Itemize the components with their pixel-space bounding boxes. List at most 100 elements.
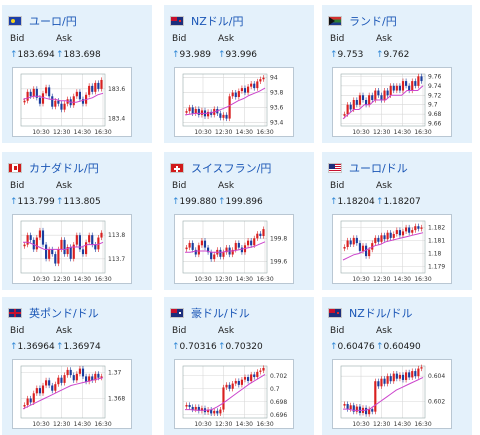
candle [213, 254, 216, 260]
mini-chart[interactable]: 10:30 12:30 14:30 16:30 0.702 0.7 0.698 0.696 [174, 359, 294, 429]
x-tick-label: 14:30 [394, 276, 411, 283]
candle [81, 368, 85, 377]
moving-average-line [185, 373, 266, 411]
card-header[interactable]: NZドル/円 [170, 14, 243, 28]
bid-label: Bid [10, 326, 25, 336]
bid-value: ↑183.694 [10, 50, 55, 60]
card-header[interactable]: 豪ドル/ドル [170, 306, 250, 320]
candle [377, 90, 380, 96]
moving-average-line [184, 87, 266, 116]
candle [380, 378, 383, 387]
rate-card[interactable]: カナダドル/円 Bid Ask ↑113.799 ↑113.805 10:30 12:30 1… [2, 152, 152, 290]
candle [250, 374, 253, 381]
candle [207, 111, 210, 117]
candle [194, 108, 197, 114]
card-header[interactable]: 英ポンド/ドル [8, 306, 99, 320]
card-header[interactable]: ランド/円 [328, 14, 397, 28]
card-header[interactable]: ユーロ/円 [8, 14, 77, 28]
pair-name[interactable]: 豪ドル/ドル [191, 307, 250, 320]
candle [63, 103, 66, 110]
card-header[interactable]: NZドル/ドル [328, 306, 412, 320]
rate-card[interactable]: 豪ドル/ドル Bid Ask ↑0.70316 ↑0.70320 10:30 12:30 14… [164, 297, 314, 435]
rate-card[interactable]: ランド/円 Bid Ask ↑9.753 ↑9.762 10:30 12:30 14:30 16… [322, 5, 472, 143]
mini-chart[interactable]: 10:30 12:30 14:30 16:30 1.37 1.368 [12, 359, 132, 429]
candle [60, 239, 63, 250]
ask-value: ↑9.762 [376, 50, 410, 60]
candle [38, 97, 41, 104]
candle [75, 235, 78, 245]
candle [29, 235, 32, 240]
pair-name[interactable]: NZドル/ドル [349, 307, 413, 320]
ask-label: Ask [218, 181, 235, 191]
candle [72, 244, 75, 259]
x-tick-label: 16:30 [414, 276, 431, 283]
pair-name[interactable]: ランド/円 [349, 15, 397, 28]
up-arrow-icon: ↑ [218, 50, 226, 60]
mini-chart[interactable]: 10:30 12:30 14:30 16:30 1.182 1.181 1.18 1.179 [332, 214, 452, 284]
pair-name[interactable]: ユーロ/円 [29, 15, 77, 28]
mini-chart[interactable]: 10:30 12:30 14:30 16:30 113.8 113.7 [12, 214, 132, 284]
candle [389, 85, 392, 96]
x-tick-label: 10:30 [194, 276, 211, 283]
candle [411, 230, 414, 233]
bid-value: ↑1.36964 [10, 342, 55, 352]
pair-name[interactable]: 英ポンド/ドル [29, 307, 99, 320]
candle [247, 240, 250, 246]
candle [355, 237, 358, 244]
y-tick-label: 9.72 [428, 92, 442, 99]
pair-name[interactable]: NZドル/円 [191, 15, 244, 28]
candle [32, 88, 35, 97]
card-header[interactable]: カナダドル/円 [8, 161, 99, 175]
rate-card[interactable]: ユーロ/円 Bid Ask ↑183.694 ↑183.698 10:30 12:30 14:… [2, 5, 152, 143]
up-arrow-icon: ↑ [376, 50, 384, 60]
candle [389, 376, 392, 382]
up-arrow-icon: ↑ [10, 342, 18, 352]
rate-card[interactable]: NZドル/円 Bid Ask ↑93.989 ↑93.996 10:30 12:30 14:3… [164, 5, 314, 143]
y-tick-label: 113.7 [108, 256, 125, 263]
mini-chart[interactable]: 10:30 12:30 14:30 16:30 94 93.8 93.6 93.4 [174, 67, 294, 137]
candle [51, 385, 54, 391]
pair-name[interactable]: ユーロ/ドル [349, 162, 408, 175]
y-tick-label: 9.76 [428, 73, 442, 80]
candle [41, 385, 45, 394]
ask-label: Ask [56, 326, 73, 336]
bid-value: ↑199.880 [172, 197, 217, 207]
rate-card[interactable]: 英ポンド/ドル Bid Ask ↑1.36964 ↑1.36974 10:30 12:30 1… [2, 297, 152, 435]
candle [383, 235, 386, 240]
candle [38, 388, 41, 394]
rate-card[interactable]: NZドル/ドル Bid Ask ↑0.60476 ↑0.60490 10:30 12:30 1… [322, 297, 472, 435]
mini-chart[interactable]: 10:30 12:30 14:30 16:30 183.6 183.4 [12, 67, 132, 137]
bid-value: ↑113.799 [10, 197, 55, 207]
x-tick-label: 16:30 [94, 421, 111, 428]
mini-chart[interactable]: 10:30 12:30 14:30 16:30 0.604 0.602 [332, 359, 452, 429]
candle [35, 237, 38, 250]
candle [45, 244, 48, 259]
rate-card[interactable]: スイスフラン/円 Bid Ask ↑199.880 ↑199.896 10:30 12:30… [164, 152, 314, 290]
mini-chart[interactable]: 10:30 12:30 14:30 16:30 9.76 9.74 9.72 9.7 9.68 9… [332, 67, 452, 137]
ask-label: Ask [376, 326, 393, 336]
candle [392, 234, 395, 238]
candle [401, 231, 405, 236]
candle [51, 249, 54, 255]
candle [262, 229, 265, 237]
candle [29, 91, 32, 97]
mini-chart[interactable]: 10:30 12:30 14:30 16:30 199.8 199.6 [174, 214, 294, 284]
card-header[interactable]: スイスフラン/円 [170, 161, 271, 175]
pair-name[interactable]: スイスフラン/円 [191, 162, 272, 175]
candle [213, 410, 216, 414]
y-tick-label: 0.696 [270, 412, 287, 419]
candle [72, 375, 75, 381]
moving-average-line [185, 241, 266, 253]
candle [392, 85, 395, 91]
up-arrow-icon: ↑ [330, 50, 338, 60]
y-tick-label: 0.604 [428, 373, 445, 380]
candle [78, 368, 81, 374]
pair-name[interactable]: カナダドル/円 [29, 162, 99, 175]
rate-card[interactable]: ユーロ/ドル Bid Ask ↑1.18204 ↑1.18207 10:30 12:30 14… [322, 152, 472, 290]
up-arrow-icon: ↑ [218, 197, 226, 207]
candle [395, 373, 398, 379]
candle [250, 83, 253, 87]
card-header[interactable]: ユーロ/ドル [328, 161, 408, 175]
candle [85, 376, 88, 382]
candle [380, 235, 383, 242]
